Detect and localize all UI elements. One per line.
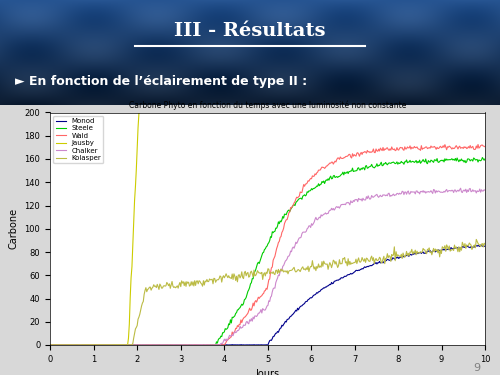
Chalker	[458, 186, 464, 190]
Text: ► En fonction de l’éclairement de type II :: ► En fonction de l’éclairement de type I…	[15, 75, 307, 88]
Jausby	[48, 343, 54, 347]
Steele	[283, 212, 289, 217]
Kolasper	[472, 246, 478, 250]
Steele	[48, 343, 54, 347]
Steele	[482, 157, 488, 161]
Text: III - Résultats: III - Résultats	[174, 22, 326, 40]
Chalker	[256, 311, 262, 315]
Legend: Monod, Steele, Wald, Jausby, Chalker, Kolasper: Monod, Steele, Wald, Jausby, Chalker, Ko…	[54, 116, 104, 163]
Jausby	[47, 343, 53, 347]
Jausby	[446, 6, 452, 10]
Kolasper	[307, 266, 313, 270]
Wald	[50, 343, 56, 347]
Kolasper	[254, 268, 260, 273]
Monod	[404, 253, 410, 257]
Monod	[257, 343, 263, 347]
Kolasper	[48, 343, 54, 347]
Chalker	[282, 259, 288, 263]
Kolasper	[257, 271, 263, 275]
Steele	[404, 160, 410, 165]
Jausby	[257, 43, 263, 47]
Jausby	[404, 16, 410, 21]
Jausby	[283, 33, 289, 37]
Line: Monod: Monod	[50, 245, 485, 345]
Steele	[47, 343, 53, 347]
Steele	[307, 189, 313, 193]
X-axis label: Jours: Jours	[256, 369, 280, 375]
Kolasper	[47, 343, 53, 347]
Chalker	[254, 314, 260, 319]
Wald	[47, 343, 53, 347]
Steele	[480, 155, 486, 160]
Line: Wald: Wald	[50, 144, 485, 345]
Line: Jausby: Jausby	[50, 8, 485, 345]
Wald	[482, 144, 488, 149]
Chalker	[482, 188, 488, 192]
Wald	[257, 295, 263, 299]
Wald	[283, 217, 289, 222]
Title: Carbone Phyto en fonction du temps avec une luminosité non constante: Carbone Phyto en fonction du temps avec …	[129, 101, 406, 110]
Text: 9: 9	[473, 363, 480, 373]
Chalker	[404, 192, 409, 196]
Chalker	[47, 343, 53, 347]
Monod	[283, 320, 289, 324]
Jausby	[254, 39, 260, 44]
Steele	[472, 158, 478, 162]
Monod	[48, 343, 54, 347]
Monod	[478, 243, 484, 247]
Monod	[47, 343, 53, 347]
Line: Chalker: Chalker	[50, 188, 485, 345]
Kolasper	[283, 270, 289, 274]
Monod	[307, 296, 313, 300]
Wald	[404, 145, 410, 149]
Line: Steele: Steele	[50, 158, 485, 345]
Kolasper	[474, 237, 480, 242]
Jausby	[482, 15, 488, 19]
Kolasper	[482, 242, 488, 246]
Wald	[307, 177, 313, 182]
Monod	[254, 343, 260, 347]
Wald	[475, 142, 481, 147]
Chalker	[472, 189, 478, 193]
Steele	[257, 258, 263, 263]
Wald	[254, 297, 260, 302]
Steele	[254, 261, 260, 266]
Jausby	[307, 32, 313, 36]
Y-axis label: Carbone: Carbone	[9, 208, 19, 249]
Monod	[482, 244, 488, 249]
Monod	[472, 243, 478, 248]
Jausby	[474, 12, 480, 16]
Kolasper	[404, 253, 410, 258]
Chalker	[306, 224, 312, 228]
Wald	[472, 147, 478, 152]
Line: Kolasper: Kolasper	[50, 239, 485, 345]
